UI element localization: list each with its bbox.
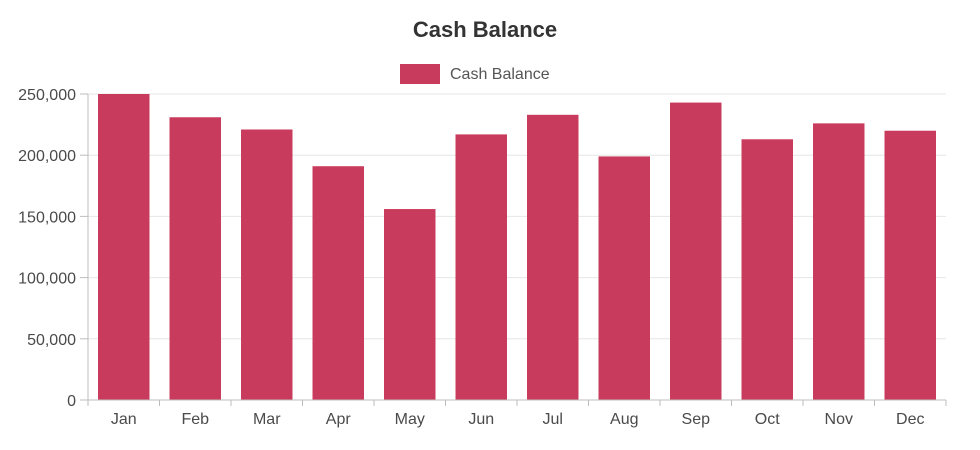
y-tick-label: 100,000 (18, 271, 76, 288)
y-tick-label: 50,000 (27, 332, 76, 349)
y-tick-label: 250,000 (18, 87, 76, 104)
bar-jan[interactable] (98, 94, 150, 400)
bar-oct[interactable] (741, 139, 793, 400)
x-tick-label: Jul (543, 411, 563, 428)
chart-title: Cash Balance (413, 17, 557, 42)
x-tick-label: Sep (682, 411, 711, 428)
bar-jul[interactable] (527, 114, 579, 401)
x-tick-label: Mar (253, 411, 281, 428)
y-tick-label: 150,000 (18, 209, 76, 226)
y-tick-label: 200,000 (18, 148, 76, 165)
legend-label: Cash Balance (450, 66, 550, 83)
y-tick-label: 0 (67, 393, 76, 410)
x-tick-label: Apr (326, 411, 352, 428)
x-tick-label: Jan (111, 411, 137, 428)
bar-jun[interactable] (455, 134, 507, 400)
bars (98, 94, 936, 401)
x-tick-label: Aug (610, 411, 638, 428)
bar-apr[interactable] (312, 166, 364, 400)
bar-dec[interactable] (884, 130, 936, 400)
x-tick-label: Feb (181, 411, 209, 428)
grid-lines (80, 93, 946, 401)
legend[interactable]: Cash Balance (400, 64, 550, 84)
y-axis-tick-labels: 0 50,000 100,000 150,000 200,000 250,000 (18, 87, 76, 410)
x-tick-label: Jun (468, 411, 494, 428)
bar-mar[interactable] (241, 129, 293, 400)
legend-swatch (400, 64, 440, 84)
bar-may[interactable] (384, 209, 436, 400)
x-tick-label: Nov (825, 411, 853, 428)
bar-sep[interactable] (670, 102, 722, 401)
x-tick-label: Oct (755, 411, 780, 428)
x-axis-tick-labels: Jan Feb Mar Apr May Jun Jul Aug Sep Oct Nov Dec (87, 400, 947, 428)
x-tick-label: Dec (896, 411, 924, 428)
bar-feb[interactable] (169, 117, 221, 401)
x-tick-label: May (395, 411, 425, 428)
bar-aug[interactable] (598, 156, 650, 400)
bar-nov[interactable] (813, 123, 865, 400)
